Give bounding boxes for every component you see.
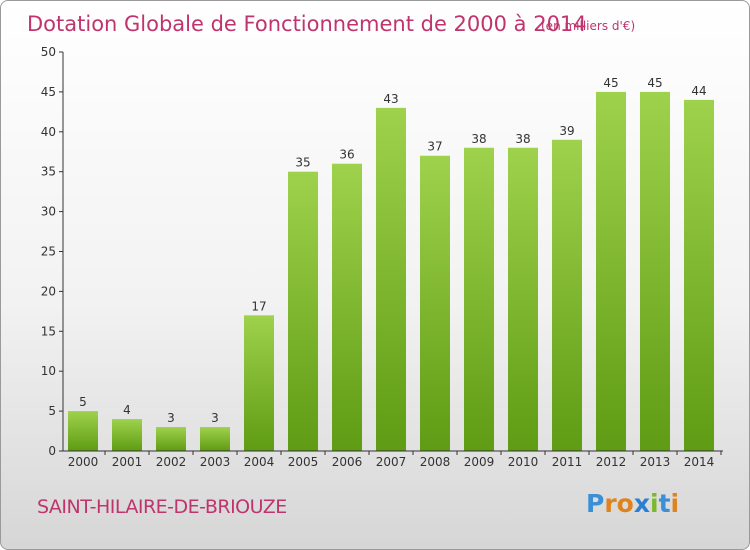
bar-value-label: 39 <box>559 124 574 138</box>
x-tick-label: 2008 <box>420 455 451 469</box>
x-tick-label: 2001 <box>112 455 143 469</box>
bar <box>640 91 670 452</box>
bar-value-label: 35 <box>295 156 310 170</box>
y-tick-label: 25 <box>41 245 56 259</box>
bar <box>376 107 406 452</box>
bar <box>508 147 538 451</box>
x-tick-label: 2002 <box>156 455 187 469</box>
bar-value-label: 5 <box>79 395 87 409</box>
logo-letter: t <box>658 489 671 518</box>
bar <box>156 427 186 451</box>
y-tick-label: 45 <box>41 85 56 99</box>
chart-title: Dotation Globale de Fonctionnement de 20… <box>27 12 587 36</box>
y-tick-label: 20 <box>41 284 56 298</box>
y-tick-label: 50 <box>41 45 56 59</box>
logo-letter: x <box>633 489 650 518</box>
logo-letter: i <box>670 489 680 518</box>
x-tick-label: 2012 <box>596 455 627 469</box>
bar-value-label: 4 <box>123 403 131 417</box>
y-tick-label: 40 <box>41 125 56 139</box>
bar <box>244 315 274 451</box>
x-tick-label: 2000 <box>68 455 99 469</box>
bar-value-label: 45 <box>647 76 662 90</box>
x-tick-label: 2010 <box>508 455 539 469</box>
bar <box>288 171 318 451</box>
y-tick-label: 10 <box>41 364 56 378</box>
commune-name: SAINT-HILAIRE-DE-BRIOUZE <box>37 496 287 518</box>
bar-value-label: 36 <box>339 148 354 162</box>
bar-value-label: 38 <box>471 132 486 146</box>
bar <box>200 427 230 451</box>
bar-value-label: 38 <box>515 132 530 146</box>
x-tick-label: 2014 <box>684 455 715 469</box>
x-tick-label: 2013 <box>640 455 671 469</box>
logo-letter: o <box>616 489 634 518</box>
x-tick-label: 2004 <box>244 455 275 469</box>
y-tick-label: 5 <box>48 404 56 418</box>
bar <box>332 163 362 451</box>
x-tick-label: 2009 <box>464 455 495 469</box>
bar-value-label: 45 <box>603 76 618 90</box>
bar-value-label: 3 <box>167 411 175 425</box>
bar-value-label: 17 <box>251 299 266 313</box>
y-tick-label: 30 <box>41 205 56 219</box>
bar <box>596 91 626 452</box>
bar-value-label: 3 <box>211 411 219 425</box>
bar-value-label: 43 <box>383 92 398 106</box>
y-tick-label: 35 <box>41 165 56 179</box>
bar <box>464 147 494 451</box>
x-tick-label: 2007 <box>376 455 407 469</box>
x-tick-label: 2006 <box>332 455 363 469</box>
y-tick-label: 15 <box>41 324 56 338</box>
logo-letter: r <box>604 489 617 518</box>
bar <box>684 99 714 451</box>
bar <box>420 155 450 452</box>
x-tick-label: 2005 <box>288 455 319 469</box>
bar <box>68 411 98 451</box>
x-tick-label: 2003 <box>200 455 231 469</box>
y-tick-label: 0 <box>48 444 56 458</box>
bar <box>112 419 142 451</box>
logo-letter: i <box>650 489 659 518</box>
bar <box>552 139 582 451</box>
chart-subtitle: (en milliers d'€) <box>541 19 635 33</box>
proxiti-logo[interactable]: Proxiti <box>586 489 679 518</box>
logo-letter: P <box>586 489 605 518</box>
x-tick-label: 2011 <box>552 455 583 469</box>
bar-value-label: 37 <box>427 140 442 154</box>
bar-value-label: 44 <box>691 84 706 98</box>
